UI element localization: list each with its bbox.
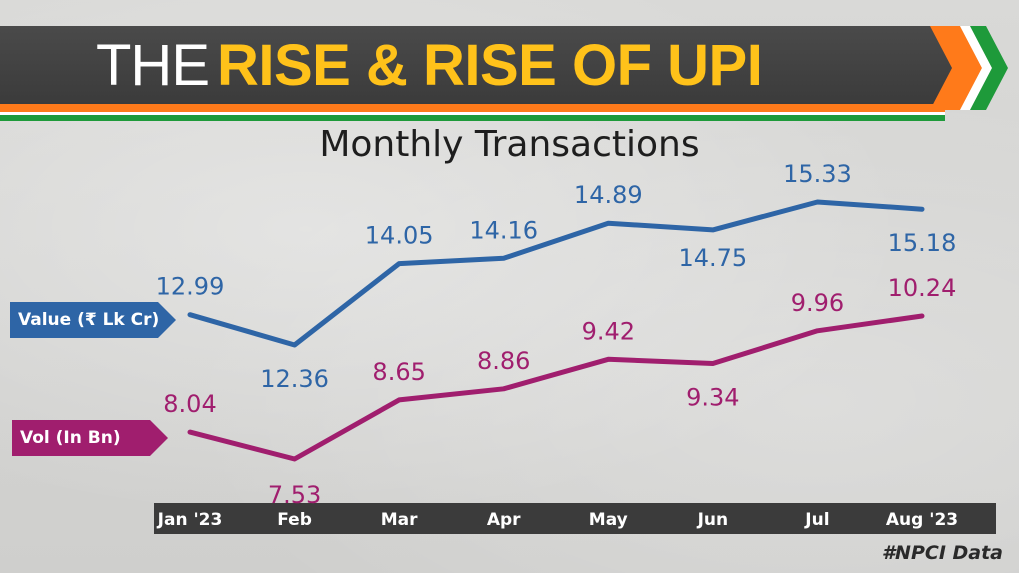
chart-subtitle: Monthly Transactions xyxy=(319,124,700,165)
legend-volume-tag: Vol (In Bn) xyxy=(12,420,168,456)
legend-value-tag: Value (₹ Lk Cr) xyxy=(10,302,176,338)
x-tick-label: Mar xyxy=(381,510,418,530)
data-label-value: 12.99 xyxy=(156,273,225,301)
series-line-volume xyxy=(187,313,925,462)
data-label-value: 14.89 xyxy=(574,181,643,209)
data-label-value: 14.16 xyxy=(469,216,538,244)
source-note: #NPCI Data xyxy=(881,542,1003,564)
x-tick-label: Jul xyxy=(804,510,829,530)
data-label-value: 12.36 xyxy=(260,365,329,393)
x-tick-label: Jun xyxy=(697,510,729,530)
data-label-volume: 9.96 xyxy=(791,289,844,317)
x-tick-label: May xyxy=(589,510,628,530)
banner-stripe-orange xyxy=(0,104,945,112)
data-label-volume: 8.04 xyxy=(163,390,216,418)
x-tick-label: Aug '23 xyxy=(886,510,958,530)
data-label-value: 15.33 xyxy=(783,160,852,188)
data-label-value: 14.05 xyxy=(365,222,434,250)
series-line-value xyxy=(187,199,925,348)
banner-stripe-green xyxy=(0,115,945,121)
data-label-value: 15.18 xyxy=(888,229,957,257)
page-title: THE RISE & RISE OF UPI xyxy=(96,28,763,102)
banner-stripe-white xyxy=(0,112,945,115)
title-prefix: THE xyxy=(96,32,210,98)
x-tick-label: Jan '23 xyxy=(157,510,223,530)
data-label-volume: 9.42 xyxy=(582,317,635,345)
data-label-value: 14.75 xyxy=(678,244,747,272)
x-tick-label: Apr xyxy=(487,510,521,530)
tricolor-chevron-icon xyxy=(930,26,1008,110)
legend-volume-label: Vol (In Bn) xyxy=(20,428,121,448)
data-label-volume: 8.65 xyxy=(372,358,425,386)
legend-value-label: Value (₹ Lk Cr) xyxy=(18,310,160,330)
data-label-volume: 9.34 xyxy=(686,383,739,411)
data-label-volume: 8.86 xyxy=(477,347,530,375)
title-banner xyxy=(0,26,955,104)
x-tick-label: Feb xyxy=(277,510,312,530)
data-label-volume: 7.53 xyxy=(268,481,321,509)
data-label-volume: 10.24 xyxy=(888,274,957,302)
title-main: RISE & RISE OF UPI xyxy=(217,32,763,98)
x-axis-bar xyxy=(154,503,996,534)
